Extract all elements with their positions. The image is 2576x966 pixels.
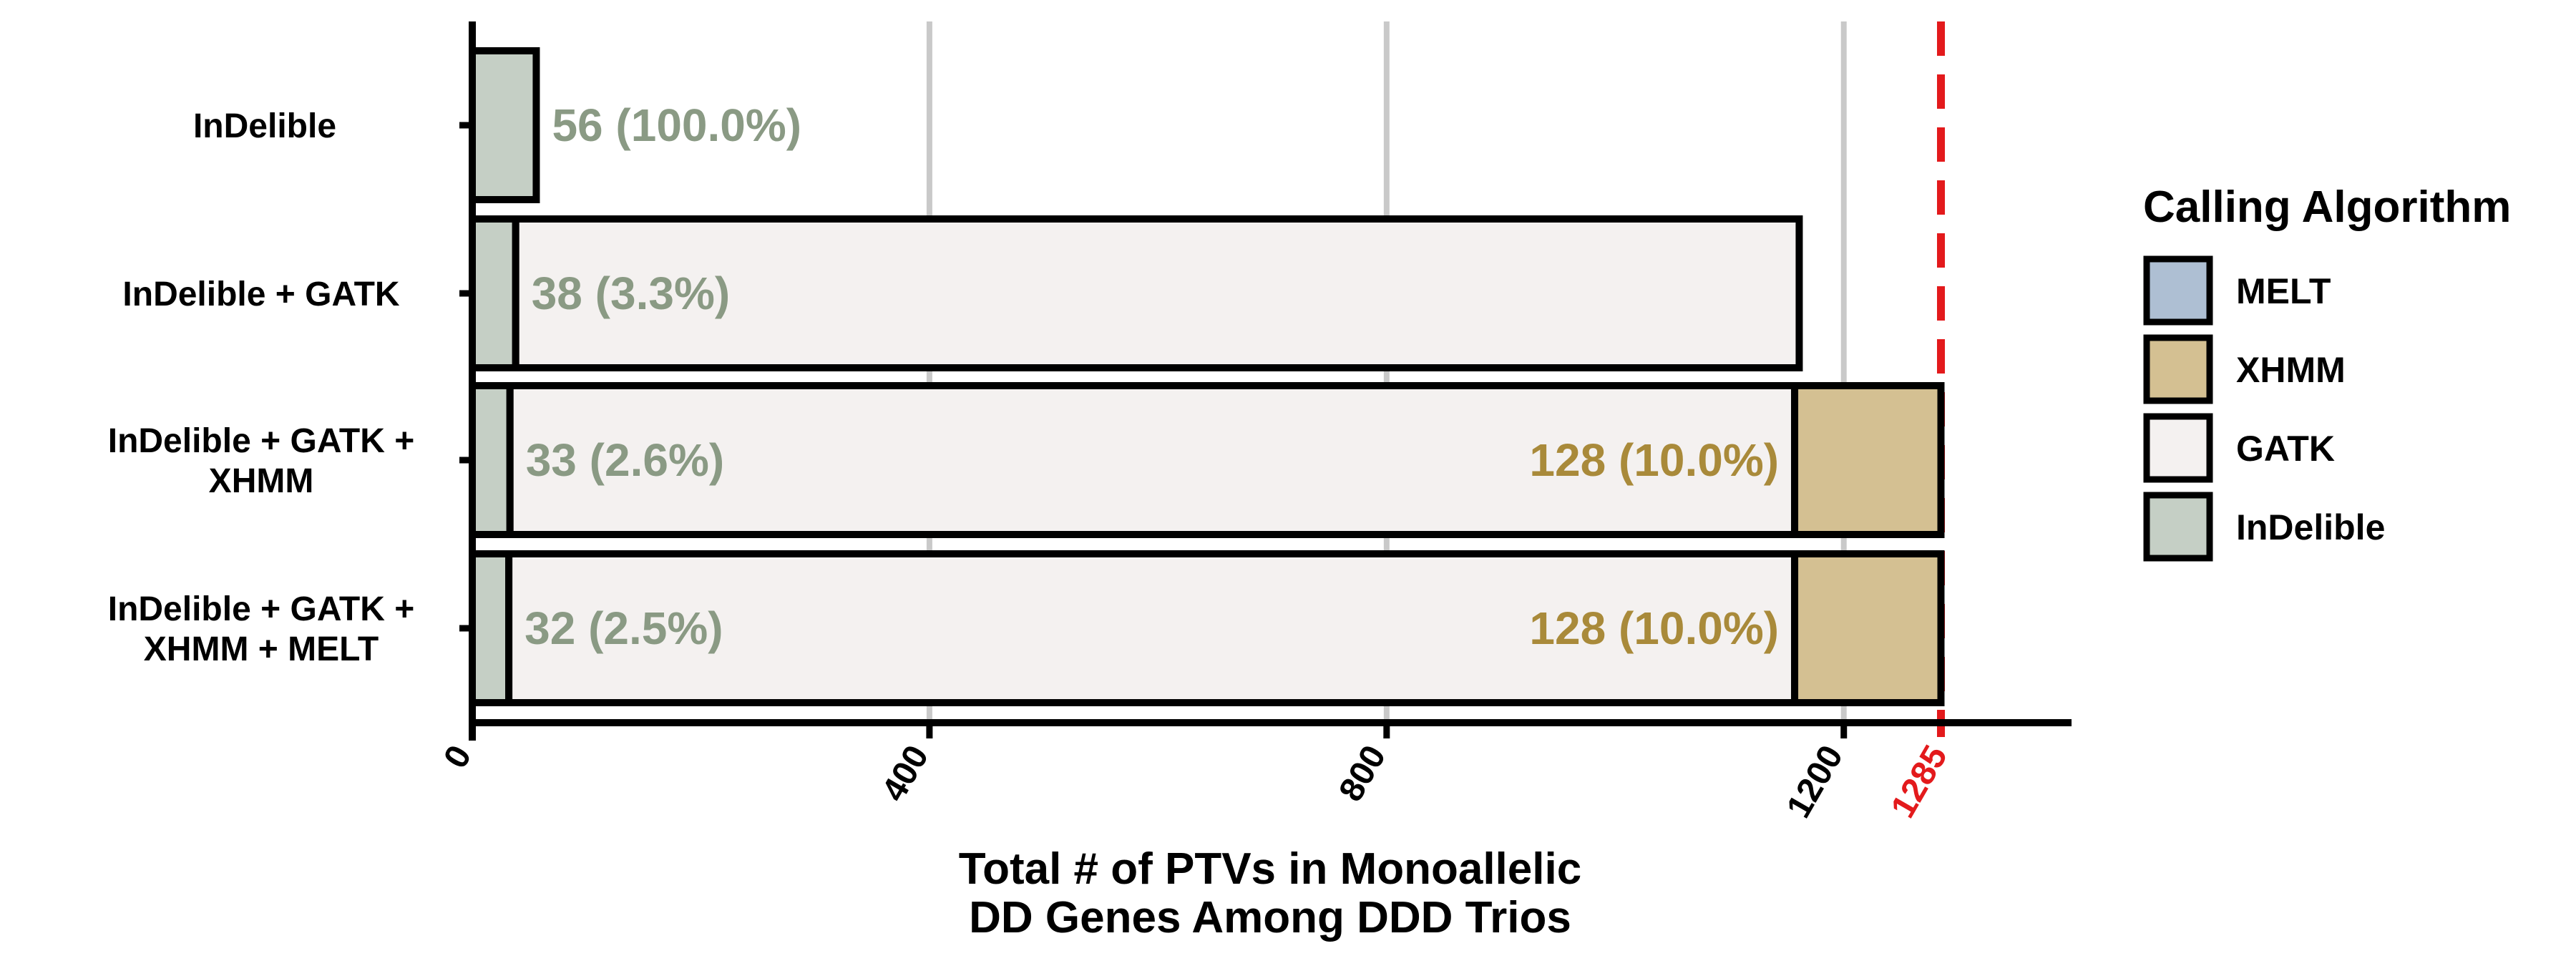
- category-label-line: XHMM + MELT: [144, 630, 379, 668]
- x-tick-label-1200: 1200: [1780, 739, 1850, 824]
- legend-label-melt: MELT: [2236, 271, 2331, 311]
- category-label-line: XHMM: [209, 462, 314, 500]
- category-label-line: InDelible + GATK +: [108, 590, 415, 628]
- legend: Calling Algorithm MELT XHMM GATK InDelible: [2143, 182, 2511, 562]
- x-tick-label-800: 800: [1332, 739, 1393, 808]
- bar-xhmm-4: [1791, 550, 1945, 706]
- legend-swatch-xhmm: [2143, 334, 2213, 404]
- legend-swatch-melt: [2143, 255, 2213, 326]
- bar-gatk-4: [505, 550, 1799, 706]
- bar-label-xhmm-4: 128 (10.0%): [1529, 602, 1779, 654]
- legend-swatch-indelible: [2143, 492, 2213, 562]
- bar-labels: 56 (100.0%) 38 (3.3%) 33 (2.6%) 128 (10.0%)…: [525, 99, 1779, 654]
- legend-title: Calling Algorithm: [2143, 182, 2511, 232]
- category-label-1: InDelible: [193, 107, 336, 145]
- category-label-3: InDelible + GATK + XHMM: [108, 422, 415, 500]
- legend-label-indelible: InDelible: [2236, 507, 2385, 547]
- bar-label-xhmm-3: 128 (10.0%): [1529, 434, 1779, 486]
- x-axis-label-line: DD Genes Among DDD Trios: [969, 893, 1571, 942]
- bar-label-indelible-1: 56 (100.0%): [552, 99, 801, 151]
- legend-swatch-gatk: [2143, 413, 2213, 483]
- category-labels: InDelible InDelible + GATK InDelible + GAT…: [108, 107, 415, 668]
- reference-line-label: 1285: [1884, 739, 1955, 824]
- legend-label-xhmm: XHMM: [2236, 350, 2346, 390]
- x-tick-label-400: 400: [874, 739, 936, 808]
- category-label-line: InDelible + GATK +: [108, 422, 415, 460]
- category-label-4: InDelible + GATK + XHMM + MELT: [108, 590, 415, 668]
- category-label-2: InDelible + GATK: [122, 275, 400, 313]
- bar-indelible-1: [469, 47, 540, 203]
- bar-indelible-4: [469, 550, 513, 706]
- axes: [459, 21, 2072, 741]
- x-tick-label-0: 0: [436, 739, 479, 775]
- x-tick-labels: 0 400 800 1200 1285: [436, 739, 1955, 824]
- bar-indelible-3: [469, 382, 514, 538]
- legend-label-gatk: GATK: [2236, 429, 2335, 469]
- bar-label-indelible-4: 32 (2.5%): [525, 602, 723, 654]
- bar-indelible-2: [469, 215, 519, 371]
- bar-xhmm-3: [1791, 382, 1945, 538]
- x-axis-label-line: Total # of PTVs in Monoallelic: [959, 844, 1581, 894]
- bar-label-indelible-3: 33 (2.6%): [526, 434, 724, 486]
- category-label-line: InDelible: [193, 107, 336, 145]
- bars: [469, 47, 1945, 706]
- x-axis-title: Total # of PTVs in Monoallelic DD Genes A…: [959, 844, 1581, 942]
- bar-gatk-2: [512, 215, 1803, 371]
- bar-label-indelible-2: 38 (3.3%): [532, 268, 730, 319]
- category-label-line: InDelible + GATK: [122, 275, 400, 313]
- x-axis-label: Total # of PTVs in Monoallelic DD Genes A…: [959, 844, 1581, 942]
